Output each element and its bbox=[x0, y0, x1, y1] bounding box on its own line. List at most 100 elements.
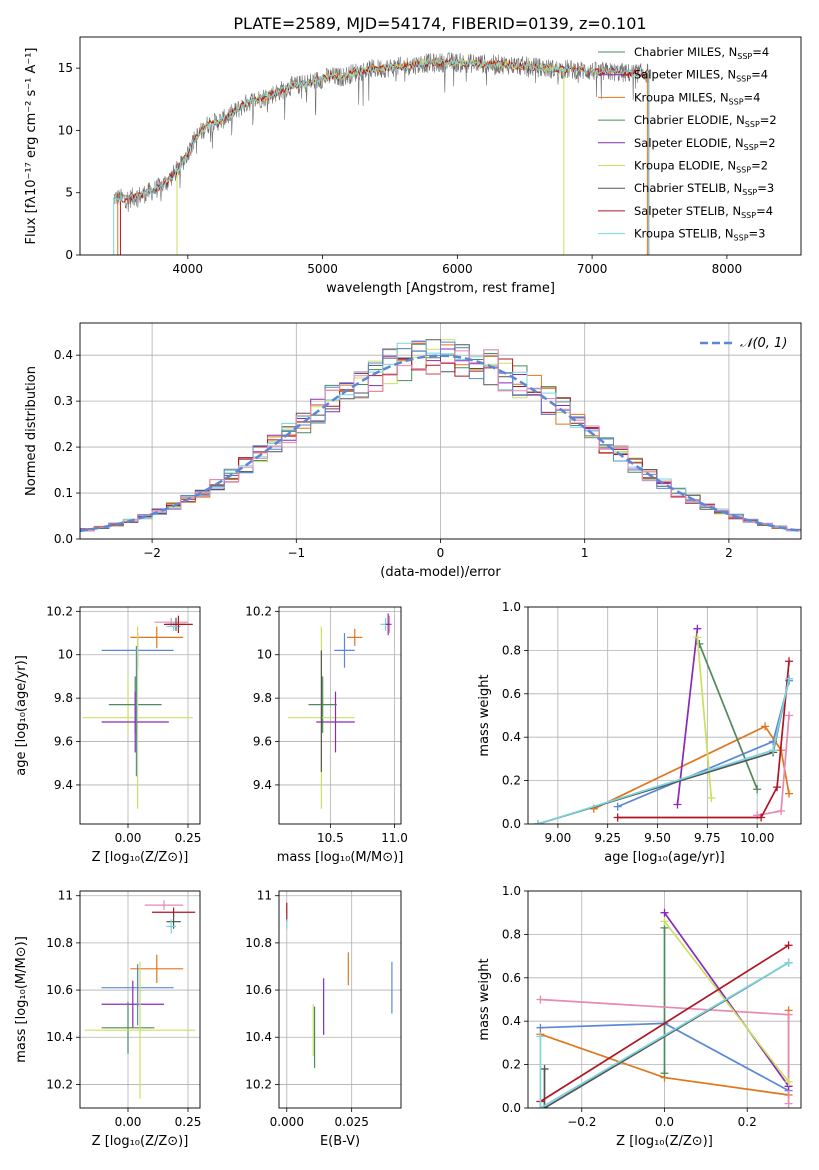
weight-marker bbox=[784, 958, 793, 967]
weight-marker bbox=[784, 1010, 793, 1019]
x-axis-label: mass [log₁₀(M/M⊙)] bbox=[277, 850, 404, 865]
axes-frame bbox=[527, 890, 802, 1109]
plot-area-age-vs-Z bbox=[80, 607, 200, 824]
weight-marker bbox=[695, 639, 704, 648]
y-tick-label: 10.8 bbox=[245, 936, 272, 950]
weight-marker bbox=[777, 806, 786, 815]
y-axis-label: mass weight bbox=[477, 958, 492, 1040]
errorbar-point-yellow bbox=[82, 626, 193, 809]
errorbar-point-orange bbox=[130, 626, 184, 649]
y-tick-label: 10.6 bbox=[46, 983, 73, 997]
x-tick-label: 4000 bbox=[173, 262, 204, 276]
y-tick-label: 9.6 bbox=[253, 735, 272, 749]
spectrum-y-label: Flux [fλ10⁻¹⁷ erg cm⁻² s⁻¹ A⁻¹] bbox=[24, 48, 39, 245]
axes-frame bbox=[278, 890, 402, 1109]
legend-entry: Salpeter STELIB, NSSP=4 bbox=[634, 204, 773, 220]
weight-marker bbox=[660, 908, 669, 917]
weight-marker bbox=[673, 800, 682, 809]
legend-entry: Chabrier MILES, NSSP=4 bbox=[634, 45, 769, 61]
legend-entry: Chabrier STELIB, NSSP=3 bbox=[634, 181, 774, 197]
plot-area-weight-vs-Z bbox=[528, 891, 801, 1108]
y-tick-label: 10 bbox=[58, 648, 73, 662]
panel-weight-vs-Z: −0.2 0.0 0.2 0.0 0.2 0.4 0.6 0.8 1.0 Z [log₁₀(Z/Z… bbox=[477, 884, 802, 1149]
legend-entry: Kroupa ELODIE, NSSP=2 bbox=[634, 159, 768, 175]
x-tick-label: 0.025 bbox=[335, 1115, 369, 1129]
x-tick-label: 7000 bbox=[577, 262, 608, 276]
y-tick-label: 0.4 bbox=[54, 348, 73, 362]
plot-area-spectrum bbox=[113, 52, 650, 255]
weight-marker bbox=[785, 674, 794, 683]
y-tick-label: 10 bbox=[257, 648, 272, 662]
panel-mass-vs-ebv: 0.000 0.025 10.2 10.4 10.6 10.8 11 E(B-V) bbox=[245, 889, 402, 1149]
errorbar-point-green bbox=[308, 676, 337, 733]
y-tick-label: 9.8 bbox=[253, 691, 272, 705]
x-tick-label: 1 bbox=[581, 546, 589, 560]
y-tick-label: 0.6 bbox=[502, 971, 521, 985]
histogram-steps-blue bbox=[80, 341, 801, 531]
y-tick-label: 10.8 bbox=[46, 936, 73, 950]
panel-mass-vs-Z: 0.00 0.25 10.2 10.4 10.6 10.8 11 Z [log₁₀(Z/Z⊙)… bbox=[14, 889, 201, 1149]
y-tick-label: 0.4 bbox=[502, 730, 521, 744]
errorbar-point-red bbox=[164, 615, 193, 634]
y-tick-label: 0.3 bbox=[54, 394, 73, 408]
spectrum-model-line-cyan bbox=[113, 58, 649, 203]
plot-area-weight-vs-age bbox=[528, 607, 801, 824]
histogram-steps-pink bbox=[80, 349, 801, 532]
weight-marker bbox=[784, 1077, 793, 1086]
x-axis-label: Z [log₁₀(Z/Z⊙)] bbox=[616, 1134, 713, 1149]
weight-marker bbox=[693, 633, 702, 642]
y-tick-label: 10.2 bbox=[46, 604, 73, 618]
weight-marker bbox=[660, 1069, 669, 1078]
errorbar-point-orange bbox=[347, 628, 363, 647]
x-axis-label: age [log₁₀(age/yr)] bbox=[604, 850, 725, 865]
errorbar-point-purple bbox=[316, 691, 355, 753]
y-tick-label: 10 bbox=[58, 123, 73, 137]
spectrum-model-line-yellow bbox=[176, 57, 564, 174]
weight-marker bbox=[784, 1099, 793, 1108]
plot-area-age-vs-mass bbox=[279, 607, 401, 824]
y-tick-label: 1.0 bbox=[502, 600, 521, 614]
histogram-x-label: (data-model)/error bbox=[380, 565, 501, 580]
y-tick-label: 0 bbox=[65, 248, 73, 262]
legend-entry: Salpeter ELODIE, NSSP=2 bbox=[634, 136, 776, 152]
errorbar-point-blue bbox=[334, 633, 355, 668]
x-tick-label: 0.00 bbox=[115, 1115, 142, 1129]
axes-frame bbox=[278, 606, 402, 825]
legend-entry: Kroupa STELIB, NSSP=3 bbox=[634, 227, 765, 243]
x-tick-label: 10.00 bbox=[740, 831, 774, 845]
x-tick-label: −2 bbox=[143, 546, 161, 560]
plot-area-mass-vs-Z bbox=[80, 891, 200, 1108]
weight-marker bbox=[613, 813, 622, 822]
weight-marker bbox=[757, 813, 766, 822]
x-tick-label: −1 bbox=[287, 546, 305, 560]
x-axis-label: E(B-V) bbox=[320, 1134, 360, 1149]
plot-area-mass-vs-ebv bbox=[279, 891, 401, 1108]
errorbar-point-green bbox=[101, 1001, 155, 1054]
y-tick-label: 5 bbox=[65, 186, 73, 200]
plot-area-residual-hist bbox=[80, 323, 801, 539]
errorbar-point-purple bbox=[101, 980, 164, 1028]
weight-line-yellow bbox=[663, 920, 790, 1083]
x-tick-label: 0.000 bbox=[270, 1115, 304, 1129]
x-tick-label: 8000 bbox=[712, 262, 743, 276]
y-tick-label: 0.2 bbox=[502, 1058, 521, 1072]
axes-frame bbox=[79, 36, 802, 256]
x-tick-label: 0.25 bbox=[175, 831, 202, 845]
y-tick-label: 0.4 bbox=[502, 1014, 521, 1028]
y-tick-label: 15 bbox=[58, 61, 73, 75]
weight-marker bbox=[785, 657, 794, 666]
x-tick-label: 9.00 bbox=[545, 831, 572, 845]
panel-weight-vs-age: 9.00 9.25 9.50 9.75 10.00 0.0 0.2 0.4 0.6 0.8 1.0 a… bbox=[477, 600, 802, 865]
y-tick-label: 0.1 bbox=[54, 486, 73, 500]
x-tick-label: 11.0 bbox=[381, 831, 408, 845]
weight-marker bbox=[693, 624, 702, 633]
y-tick-label: 0.8 bbox=[502, 643, 521, 657]
weight-marker bbox=[773, 783, 782, 792]
x-axis-label: Z [log₁₀(Z/Z⊙)] bbox=[92, 850, 189, 865]
weight-line-red bbox=[539, 944, 790, 1103]
weight-marker bbox=[753, 785, 762, 794]
panel-age-vs-mass: 10.5 11.0 9.4 9.6 9.8 10 10.2 mass [log₁₀(M/M⊙)… bbox=[245, 604, 408, 865]
legend-entry: Kroupa MILES, NSSP=4 bbox=[634, 90, 760, 106]
weight-marker bbox=[536, 995, 545, 1004]
y-axis-label: mass [log₁₀(M/M⊙)] bbox=[14, 936, 29, 1063]
